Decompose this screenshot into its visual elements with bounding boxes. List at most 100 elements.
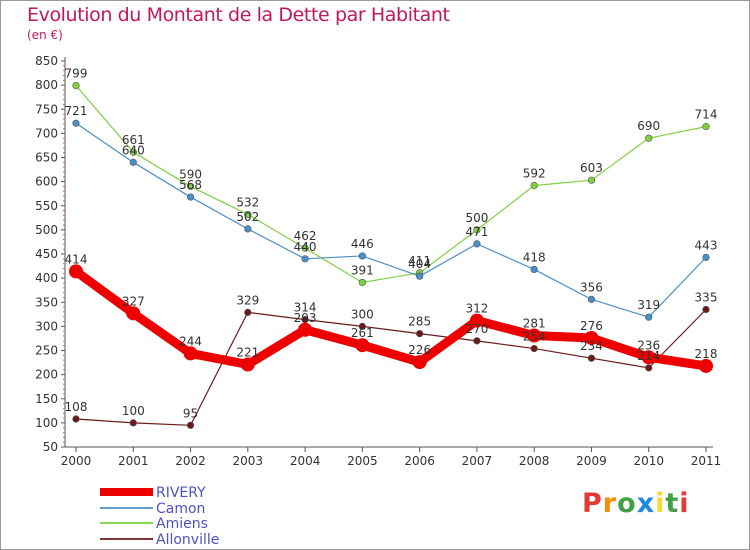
y-tick-label: 800 [35,78,58,92]
data-label-allonville: 314 [294,301,317,315]
data-label-rivery: 226 [408,343,431,357]
data-label-amiens: 462 [294,229,317,243]
data-point-amiens [702,123,710,131]
data-label-camon: 471 [465,225,488,239]
y-tick-label: 750 [35,102,58,116]
data-point-rivery [69,264,83,279]
data-point-rivery [469,313,484,328]
data-label-rivery: 221 [236,345,259,359]
data-point-rivery [355,338,370,353]
data-label-rivery: 244 [179,334,202,348]
legend-label-amiens: Amiens [156,516,208,532]
logo-letter: t [665,488,680,519]
y-tick-label: 500 [35,223,58,237]
y-tick-label: 600 [35,175,58,189]
data-label-amiens: 532 [236,195,259,209]
data-point-allonville [358,322,366,330]
x-tick-label: 2002 [175,454,206,468]
logo-letter: x [636,488,656,519]
proxiti-logo[interactable]: Proxiti [582,488,690,519]
data-point-amiens [645,134,653,142]
data-point-rivery [641,350,656,365]
data-point-allonville [702,305,710,314]
data-point-camon [358,252,366,260]
data-point-amiens [473,226,481,234]
x-tick-label: 2001 [118,454,149,468]
data-label-amiens: 661 [122,133,145,147]
data-point-rivery [412,355,427,370]
logo-letter: r [602,488,618,519]
data-label-allonville: 214 [637,349,660,363]
data-point-rivery [584,330,599,345]
data-label-allonville: 95 [183,406,198,420]
data-label-rivery: 261 [351,326,374,340]
data-label-rivery: 414 [65,252,88,266]
x-tick-label: 2011 [691,454,722,468]
data-label-allonville: 100 [122,404,145,418]
data-point-camon [72,119,80,127]
data-label-rivery: 327 [122,294,145,308]
y-tick-label: 300 [35,319,58,333]
data-label-amiens: 714 [695,108,718,122]
data-label-amiens: 391 [351,263,374,277]
data-label-camon: 404 [408,257,431,271]
data-label-amiens: 603 [580,161,603,175]
series-line-amiens [75,85,707,284]
x-tick-label: 2008 [519,454,550,468]
data-label-amiens: 500 [465,211,488,225]
logo-letter: i [655,488,666,519]
data-point-camon [530,265,538,274]
data-label-camon: 356 [580,280,603,294]
data-point-amiens [244,210,252,219]
data-point-amiens [587,176,596,184]
data-point-allonville [129,419,137,427]
legend-label-rivery: RIVERY [156,485,206,501]
data-point-amiens [358,278,366,287]
data-label-allonville: 108 [65,400,88,414]
data-label-camon: 502 [236,210,259,224]
data-label-allonville: 285 [408,315,431,329]
y-tick-label: 200 [35,368,58,382]
x-tick-label: 2000 [61,454,92,468]
data-point-allonville [72,415,80,423]
data-point-allonville [645,364,653,372]
data-label-camon: 418 [523,250,546,264]
data-point-amiens [186,182,195,191]
data-point-amiens [72,82,80,90]
data-point-amiens [301,244,309,252]
chart-title: Evolution du Montant de la Dette par Hab… [27,4,450,26]
data-point-rivery [240,357,255,372]
data-point-allonville [530,344,538,353]
data-point-camon [416,272,424,280]
data-label-allonville: 254 [523,330,546,344]
data-label-camon: 440 [294,240,317,254]
series-line-camon [75,122,707,318]
y-tick-label: 250 [35,344,58,358]
data-label-camon: 640 [122,143,145,157]
data-point-rivery [126,306,141,321]
y-tick-label: 50 [43,440,58,454]
data-point-allonville [473,337,481,345]
y-tick-label: 400 [35,271,58,285]
data-point-camon [702,253,710,261]
data-label-allonville: 270 [465,322,488,336]
logo-letter: i [679,488,690,519]
data-label-rivery: 281 [523,317,546,331]
x-tick-label: 2003 [233,454,264,468]
data-point-camon [129,158,137,166]
data-point-camon [473,240,481,248]
y-tick-label: 700 [35,126,58,140]
data-label-allonville: 234 [580,339,603,353]
data-point-rivery [183,346,198,361]
legend-label-allonville: Allonville [156,532,219,548]
y-tick-label: 650 [35,151,58,165]
y-tick-label: 850 [35,54,58,68]
data-point-amiens [129,148,137,156]
data-label-camon: 721 [65,104,88,118]
data-label-camon: 568 [179,178,202,192]
y-tick-label: 450 [35,247,58,261]
data-point-allonville [186,421,195,429]
x-tick-label: 2005 [347,454,378,468]
